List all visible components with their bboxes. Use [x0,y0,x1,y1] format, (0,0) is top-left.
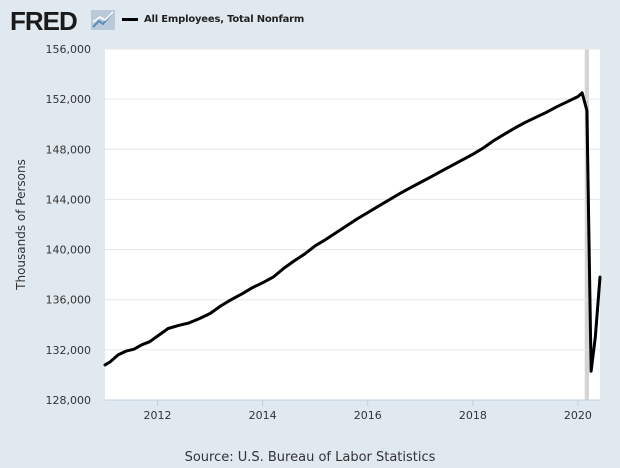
chart-header: FRED All Employees, Total Nonfarm [0,0,620,40]
y-tick-label: 132,000 [46,344,92,357]
x-tick-label: 2016 [354,409,382,422]
y-tick-label: 140,000 [46,244,92,257]
y-tick-label: 152,000 [46,93,92,106]
y-tick-label: 148,000 [46,143,92,156]
y-tick-label: 144,000 [46,193,92,206]
legend: All Employees, Total Nonfarm [122,11,304,27]
x-tick-label: 2012 [144,409,172,422]
source-note: Source: U.S. Bureau of Labor Statistics [184,450,436,465]
plot-area [105,49,600,400]
legend-swatch [122,17,138,21]
recession-band [584,49,589,400]
y-tick-label: 156,000 [46,43,92,56]
series-line [103,91,602,373]
line-chart-icon [91,10,115,30]
x-tick-label: 2020 [564,409,592,422]
y-axis-label: Thousands of Persons [14,159,28,291]
x-tick-label: 2014 [249,409,277,422]
y-tick-label: 128,000 [46,394,92,407]
line-chart: 156,000 152,000 148,000 144,000 140,000 136,0… [14,43,602,422]
fred-logo[interactable]: FRED [10,6,78,36]
y-tick-label: 136,000 [46,294,92,307]
x-tick-label: 2018 [459,409,487,422]
legend-label: All Employees, Total Nonfarm [144,13,305,25]
